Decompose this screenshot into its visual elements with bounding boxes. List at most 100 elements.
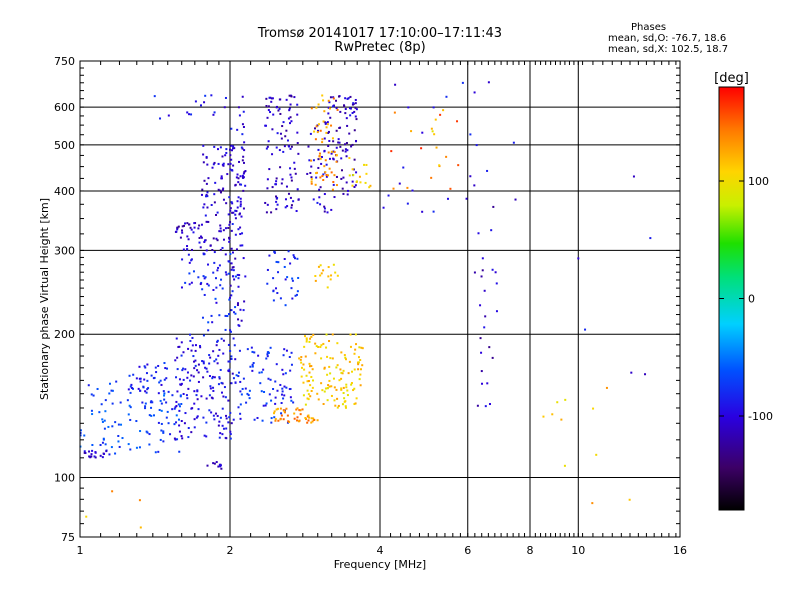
echo-point xyxy=(337,138,340,141)
echo-point xyxy=(289,262,292,265)
echo-point xyxy=(495,310,498,313)
echo-point xyxy=(210,94,213,97)
echo-point xyxy=(83,450,86,453)
echo-point xyxy=(350,370,353,373)
echo-point xyxy=(296,142,299,145)
echo-point xyxy=(327,130,330,133)
echo-point xyxy=(240,393,243,396)
echo-point xyxy=(175,400,178,403)
echo-point xyxy=(242,207,245,210)
echo-point xyxy=(275,200,278,203)
echo-point xyxy=(315,345,318,348)
echo-point xyxy=(355,171,358,174)
echo-point xyxy=(325,333,328,336)
echo-point xyxy=(219,284,222,287)
echo-point xyxy=(242,257,245,260)
echo-point xyxy=(289,116,292,119)
echo-point xyxy=(228,196,231,199)
echo-point xyxy=(314,127,317,130)
echo-point xyxy=(330,124,333,127)
echo-point xyxy=(99,454,102,457)
echo-point xyxy=(158,381,161,384)
echo-point xyxy=(230,158,233,161)
echo-point xyxy=(323,210,326,213)
echo-point xyxy=(224,96,227,99)
echo-point xyxy=(345,358,348,361)
echo-point xyxy=(111,402,114,405)
echo-point xyxy=(330,274,333,277)
echo-point xyxy=(178,378,181,381)
echo-point xyxy=(335,154,338,157)
echo-point xyxy=(290,179,293,182)
echo-point xyxy=(279,407,282,410)
echo-point xyxy=(495,282,498,285)
echo-point xyxy=(359,384,362,387)
echo-point xyxy=(135,446,138,449)
echo-point xyxy=(446,197,449,200)
echo-point xyxy=(159,117,162,120)
echo-point xyxy=(339,368,342,371)
echo-point xyxy=(343,104,346,107)
echo-point xyxy=(229,168,232,171)
echo-point xyxy=(394,83,397,86)
echo-point xyxy=(340,377,343,380)
echo-point xyxy=(352,168,355,171)
echo-point xyxy=(318,188,321,191)
echo-point xyxy=(237,277,240,280)
echo-point xyxy=(176,226,179,229)
echo-point xyxy=(357,363,360,366)
echo-point xyxy=(231,169,234,172)
echo-point xyxy=(345,142,348,145)
echo-point xyxy=(327,131,330,134)
echo-point xyxy=(314,279,317,282)
echo-point xyxy=(249,365,252,368)
echo-point xyxy=(203,239,206,242)
echo-point xyxy=(138,365,141,368)
echo-point xyxy=(350,382,353,385)
echo-point xyxy=(144,405,147,408)
echo-point xyxy=(160,383,163,386)
echo-point xyxy=(286,205,289,208)
echo-point xyxy=(284,198,287,201)
echo-point xyxy=(91,449,94,452)
echo-point xyxy=(319,157,322,160)
echo-point xyxy=(274,183,277,186)
echo-point xyxy=(282,150,285,153)
echo-point xyxy=(351,143,354,146)
echo-point xyxy=(320,156,323,159)
echo-point xyxy=(150,406,153,409)
x-tick-label: 8 xyxy=(527,544,534,557)
echo-point xyxy=(160,429,163,432)
echo-point xyxy=(341,149,344,152)
echo-point xyxy=(319,176,322,179)
echo-point xyxy=(317,345,320,348)
echo-point xyxy=(245,401,248,404)
echo-point xyxy=(219,227,222,230)
echo-point xyxy=(221,424,224,427)
echo-point xyxy=(317,123,320,126)
echo-point xyxy=(119,401,122,404)
echo-point xyxy=(314,352,317,355)
echo-point xyxy=(233,344,236,347)
echo-point xyxy=(184,412,187,415)
echo-point xyxy=(159,379,162,382)
echo-point xyxy=(139,430,142,433)
echo-point xyxy=(333,399,336,402)
echo-point xyxy=(295,210,298,213)
echo-point xyxy=(348,157,351,160)
echo-point xyxy=(319,345,322,348)
echo-point xyxy=(243,149,246,152)
echo-point xyxy=(108,382,111,385)
echo-point xyxy=(209,244,212,247)
echo-point xyxy=(345,155,348,158)
echo-point xyxy=(206,370,209,373)
echo-point xyxy=(153,95,156,98)
echo-point xyxy=(220,278,223,281)
echo-point xyxy=(163,378,166,381)
echo-point xyxy=(178,424,181,427)
echo-point xyxy=(304,403,307,406)
echo-point xyxy=(190,259,193,262)
echo-point xyxy=(241,174,244,177)
echo-point xyxy=(104,399,107,402)
echo-point xyxy=(207,284,210,287)
